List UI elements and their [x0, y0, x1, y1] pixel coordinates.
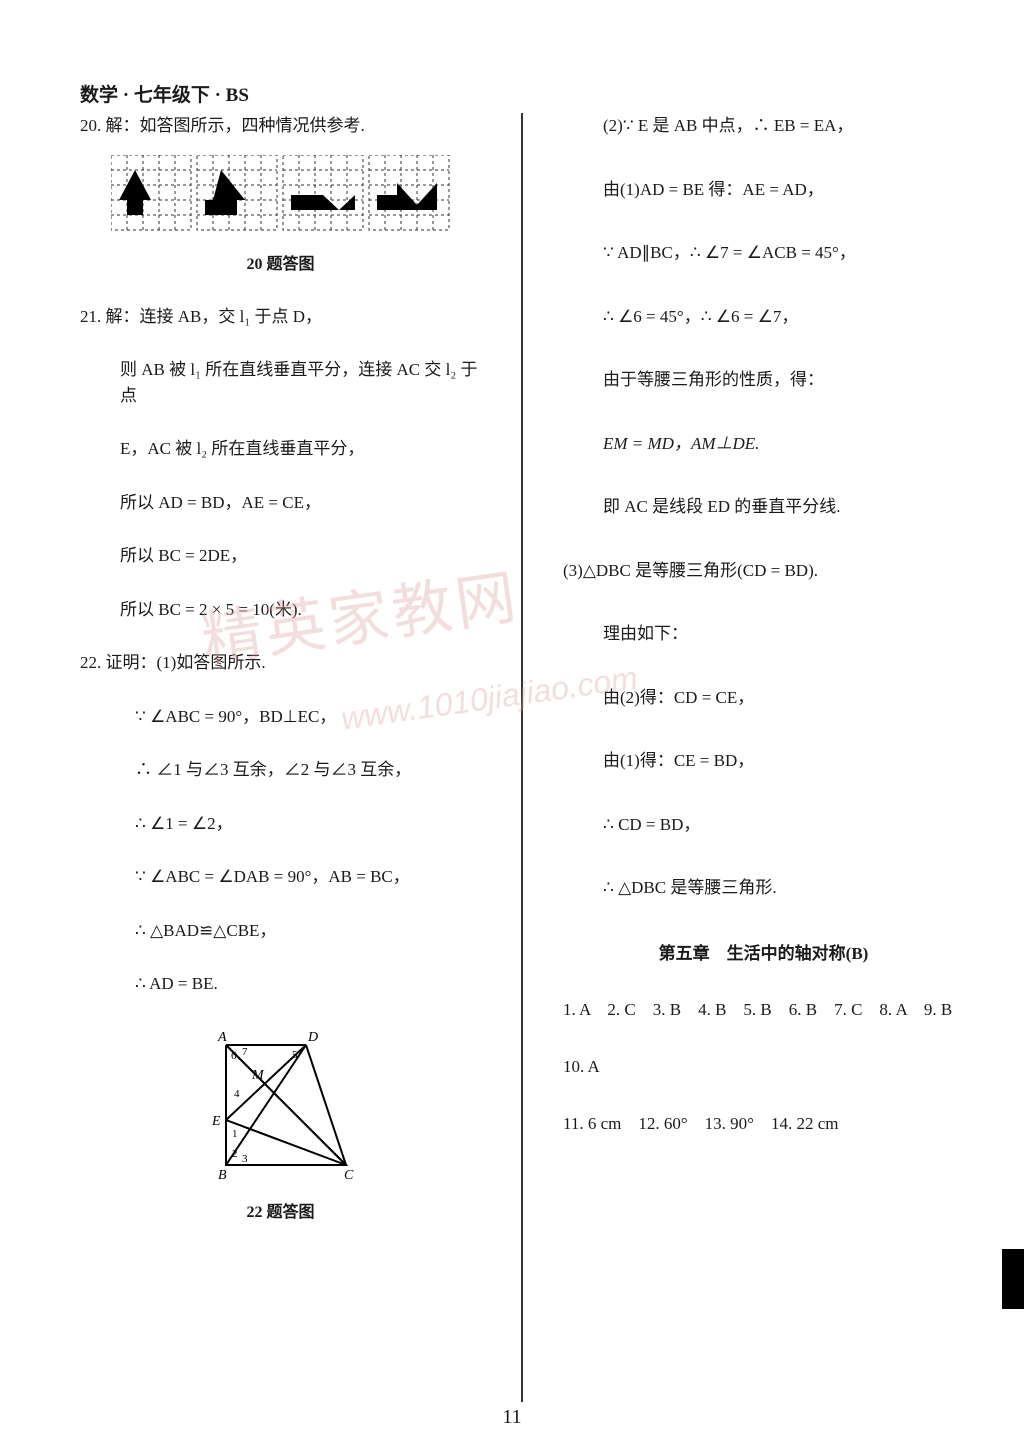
svg-text:B: B [218, 1168, 227, 1183]
q21-l3: 所以 AD = BD，AE = CE， [80, 490, 481, 516]
svg-text:D: D [307, 1030, 318, 1045]
two-column-layout: 20. 解：如答图所示，四种情况供参考. [80, 113, 964, 1402]
answers-row2: 10. A [563, 1053, 964, 1080]
column-divider [521, 113, 523, 1402]
q21-l1: 则 AB 被 l₁ 所在直线垂直平分，连接 AC 交 l₂ 于点 [80, 357, 481, 408]
r9: 理由如下： [563, 621, 964, 647]
q22-caption: 22 题答图 [80, 1198, 481, 1222]
r11: 由(1)得：CE = BD， [563, 748, 964, 774]
svg-text:E: E [211, 1114, 221, 1129]
svg-text:1: 1 [232, 1128, 238, 1140]
q20-intro: 20. 解：如答图所示，四种情况供参考. [80, 113, 481, 139]
q22-triangle-figure: A D B C E M 6 7 5 4 1 2 3 [196, 1025, 366, 1190]
answers-row1: 1. A 2. C 3. B 4. B 5. B 6. B 7. C 8. A … [563, 996, 964, 1023]
r6: EM = MD，AM⊥DE. [563, 431, 964, 457]
svg-text:6: 6 [231, 1050, 237, 1062]
r10: 由(2)得：CD = CE， [563, 685, 964, 711]
q21-l4: 所以 BC = 2DE， [80, 543, 481, 569]
q21-l2: E，AC 被 l₂ 所在直线垂直平分， [80, 436, 481, 462]
svg-text:C: C [344, 1168, 354, 1183]
r8: (3)△DBC 是等腰三角形(CD = BD). [563, 558, 964, 584]
page-header: 数学 · 七年级下 · BS [80, 80, 964, 107]
q22-l4: ∵ ∠ABC = ∠DAB = 90°，AB = BC， [80, 864, 481, 890]
scan-edge-artifact [1002, 1249, 1024, 1309]
q21-intro: 21. 解：连接 AB，交 l₁ 于点 D， [80, 304, 481, 330]
right-column: (2)∵ E 是 AB 中点，∴ EB = EA， 由(1)AD = BE 得：… [563, 113, 964, 1402]
answers-row3: 11. 6 cm 12. 60° 13. 90° 14. 22 cm [563, 1110, 964, 1137]
svg-text:5: 5 [292, 1049, 298, 1061]
q22-intro: 22. 证明：(1)如答图所示. [80, 650, 481, 676]
r4: ∴ ∠6 = 45°，∴ ∠6 = ∠7， [563, 304, 964, 330]
r3: ∵ AD∥BC，∴ ∠7 = ∠ACB = 45°， [563, 240, 964, 266]
svg-text:7: 7 [242, 1046, 248, 1058]
r13: ∴ △DBC 是等腰三角形. [563, 875, 964, 901]
svg-text:3: 3 [242, 1153, 248, 1165]
svg-text:4: 4 [234, 1088, 240, 1100]
r7: 即 AC 是线段 ED 的垂直平分线. [563, 494, 964, 520]
q22-l6: ∴ AD = BE. [80, 971, 481, 997]
q20-caption: 20 题答图 [80, 250, 481, 274]
q21-l5: 所以 BC = 2 × 5 = 10(米). [80, 597, 481, 623]
svg-text:2: 2 [232, 1148, 238, 1160]
q22-l1: ∵ ∠ABC = 90°，BD⊥EC， [80, 704, 481, 730]
q20-grid-figure [111, 155, 451, 240]
r5: 由于等腰三角形的性质，得： [563, 367, 964, 393]
r12: ∴ CD = BD， [563, 812, 964, 838]
q22-l3: ∴ ∠1 = ∠2， [80, 811, 481, 837]
page-container: 数学 · 七年级下 · BS 20. 解：如答图所示，四种情况供参考. [0, 0, 1024, 1449]
svg-text:M: M [251, 1068, 265, 1083]
q22-l5: ∴ △BAD≌△CBE， [80, 918, 481, 944]
left-column: 20. 解：如答图所示，四种情况供参考. [80, 113, 481, 1402]
q22-l2: ∴ ∠1 与∠3 互余，∠2 与∠3 互余， [80, 757, 481, 783]
r1: (2)∵ E 是 AB 中点，∴ EB = EA， [563, 113, 964, 139]
page-number: 11 [502, 1406, 521, 1429]
svg-text:A: A [217, 1030, 227, 1045]
chapter-title: 第五章 生活中的轴对称(B) [563, 939, 964, 964]
r2: 由(1)AD = BE 得：AE = AD， [563, 177, 964, 203]
